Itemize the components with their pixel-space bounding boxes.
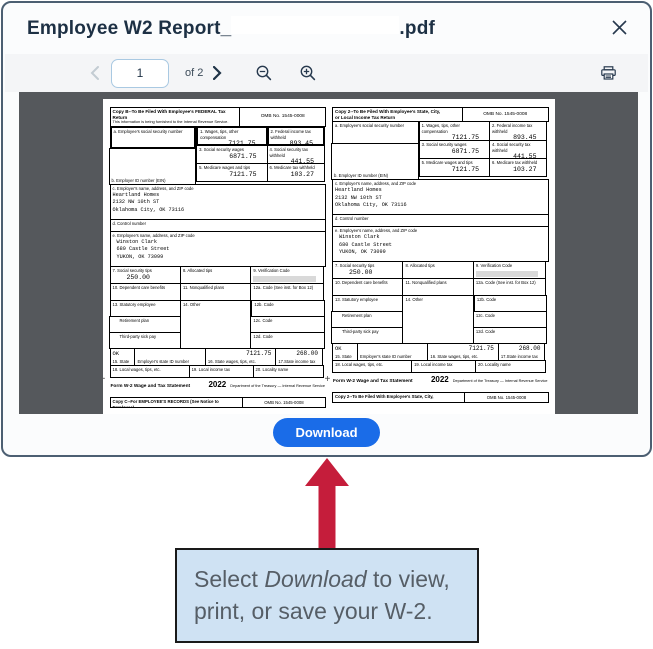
box-12a: 12a. Code (See inst. for Box 12) — [250, 283, 324, 302]
omb-number: OMB No. 1545-0008 — [461, 107, 549, 123]
box-12c: 12c. Code — [472, 311, 548, 329]
box-c-employer: c. Employer's name, address, and ZIP cod… — [332, 179, 549, 216]
box-4: 4. Social security tax withheld 441.55 — [489, 140, 548, 160]
crop-mark: + — [103, 374, 106, 385]
copy-b-header: Copy B--To Be Filed With Employee's FEDE… — [109, 107, 241, 128]
zoom-in-icon[interactable] — [300, 65, 316, 81]
retirement-plan: Retirement plan — [108, 316, 181, 334]
box-12a: 12a. Code (See inst. for Box 12) — [472, 278, 547, 297]
box-6: 6. Medicare tax withheld 103.27 — [266, 163, 325, 183]
box-8: 8. Allocated tips — [402, 261, 474, 280]
box-13: 13. Statutory employee — [332, 295, 404, 313]
box-11: 11. Nonqualified plans — [402, 278, 474, 297]
box-3: 3. Social security wages 6871.75 — [196, 145, 268, 165]
w2-copy-2: Copy 2--To Be Filed With Employee's Stat… — [331, 107, 549, 408]
box-16: 7121.75 16. State wages, tips, etc. — [427, 343, 499, 362]
box-8: 8. Allocated tips — [179, 266, 252, 285]
state-id: Employer's state ID number — [134, 348, 206, 367]
document-title-prefix: Employee W2 Report_ — [27, 18, 232, 39]
box-9: 9. Verification Code — [250, 266, 324, 285]
box-17: 268.00 17.State income tax — [275, 348, 323, 367]
box-e-employee: e. Employee's name, address, and ZIP cod… — [109, 231, 326, 268]
third-party-sick-pay: Third-party sick pay — [108, 332, 181, 350]
download-button[interactable]: Download — [273, 418, 380, 447]
next-copy-preview: Copy C--For EMPLOYEE'S RECORDS (See Noti… — [109, 397, 326, 409]
pdf-toolbar: of 2 — [5, 54, 648, 92]
pdf-viewer-modal: Employee W2 Report_ .pdf of 2 — [1, 1, 652, 457]
box-17: 268.00 17.State income tax — [497, 343, 546, 362]
box-11: 11. Nonqualified plans — [179, 283, 252, 302]
box-5: 5. Medicare wages and tips 7121.75 — [196, 163, 268, 183]
box-2: 2. Federal income tax withheld 893.45 — [489, 121, 548, 142]
box-13: 13. Statutory employee — [109, 300, 181, 318]
box-20: 20. Locality name — [252, 365, 324, 379]
box-12d: 12d. Code — [472, 327, 548, 345]
box-12b: 12b. Code — [473, 295, 548, 313]
box-16: 7121.75 16. State wages, tips, etc. — [204, 348, 277, 367]
crop-mark: + — [324, 374, 331, 385]
box-a: a. Employee's social security number — [109, 126, 197, 150]
box-6: 6. Medicare tax withheld 103.27 — [489, 158, 548, 178]
w2-footer: Form W-2 Wage and Tax Statement 2022 Dep… — [110, 380, 326, 390]
box-7: 7. Social security tips 250.00 — [332, 261, 404, 280]
box-1: 1. Wages, tips, other compensation 7121.7… — [418, 121, 491, 142]
box-12c: 12c. Code — [250, 316, 325, 334]
sidebar-toggle-icon[interactable] — [35, 66, 52, 80]
retirement-plan: Retirement plan — [331, 311, 404, 329]
box-19: 19. Local income tax — [188, 365, 254, 379]
box-15-state: OK 15. State — [109, 348, 136, 367]
box-a: a. Employee's social security number — [332, 121, 419, 145]
box-b: b. Employer ID number (EIN) — [331, 143, 419, 181]
pdf-viewer-canvas: Copy B--To Be Filed With Employee's FEDE… — [19, 92, 638, 414]
page-number-input[interactable] — [111, 58, 169, 88]
redacted-filename — [231, 16, 400, 34]
box-10: 10. Dependent care benefits — [332, 278, 404, 297]
modal-header: Employee W2 Report_ .pdf — [3, 3, 650, 46]
w2-footer: Form W-2 Wage and Tax Statement 2022 Dep… — [333, 375, 548, 385]
box-15-state: OK 15. State — [332, 343, 358, 362]
box-5: 5. Medicare wages and tips 7121.75 — [418, 158, 491, 178]
box-9: 9. Verification Code — [472, 261, 547, 280]
next-copy-preview: Copy 2--To Be Filed With Employee's Stat… — [332, 392, 549, 404]
print-icon[interactable] — [601, 66, 616, 80]
box-18: 18. Local wages, tips, etc. — [109, 365, 190, 379]
w2-document-page: Copy B--To Be Filed With Employee's FEDE… — [102, 99, 555, 414]
arrow-up-annotation — [305, 458, 349, 554]
instruction-callout: Select Download to view, print, or save … — [175, 548, 479, 643]
state-id: Employer's state ID number — [356, 343, 429, 362]
callout-line2: print, or save your W-2. — [194, 597, 433, 624]
previous-page-icon[interactable] — [86, 66, 103, 80]
page-count-label: of 2 — [185, 67, 204, 79]
w2-copy-b: Copy B--To Be Filed With Employee's FEDE… — [108, 107, 326, 409]
box-7: 7. Social security tips 250.00 — [109, 266, 181, 285]
page-title: Employee W2 Report_ .pdf — [27, 16, 435, 40]
box-12d: 12d. Code — [250, 332, 325, 350]
box-c-employer: c. Employer's name, address, and ZIP cod… — [109, 184, 326, 221]
close-icon[interactable] — [608, 16, 630, 38]
box-b: b. Employer ID number (EIN) — [108, 148, 197, 186]
box-19: 19. Local income tax — [411, 360, 477, 374]
callout-line1: Select Download to view, — [194, 566, 450, 593]
box-e-employee: e. Employee's name, address, and ZIP cod… — [332, 226, 549, 263]
box-10: 10. Dependent care benefits — [109, 283, 181, 302]
box-1: 1. Wages, tips, other compensation 7121.7… — [196, 126, 268, 147]
third-party-sick-pay: Third-party sick pay — [331, 327, 404, 345]
box-14: 14. Other — [402, 295, 474, 345]
box-14: 14. Other — [179, 300, 252, 350]
box-12b: 12b. Code — [251, 300, 325, 318]
box-20: 20. Locality name — [475, 360, 547, 374]
box-2: 2. Federal income tax withheld 893.45 — [266, 126, 325, 147]
box-4: 4. Social security tax withheld 441.55 — [266, 145, 325, 165]
zoom-out-icon[interactable] — [256, 65, 272, 81]
box-3: 3. Social security wages 6871.75 — [418, 140, 491, 160]
box-18: 18. Local wages, tips, etc. — [332, 360, 413, 374]
copy-2-header: Copy 2--To Be Filed With Employee's Stat… — [332, 107, 463, 123]
next-page-icon[interactable] — [209, 66, 226, 80]
omb-number: OMB No. 1545-0008 — [239, 107, 326, 128]
document-title-suffix: .pdf — [399, 18, 436, 39]
